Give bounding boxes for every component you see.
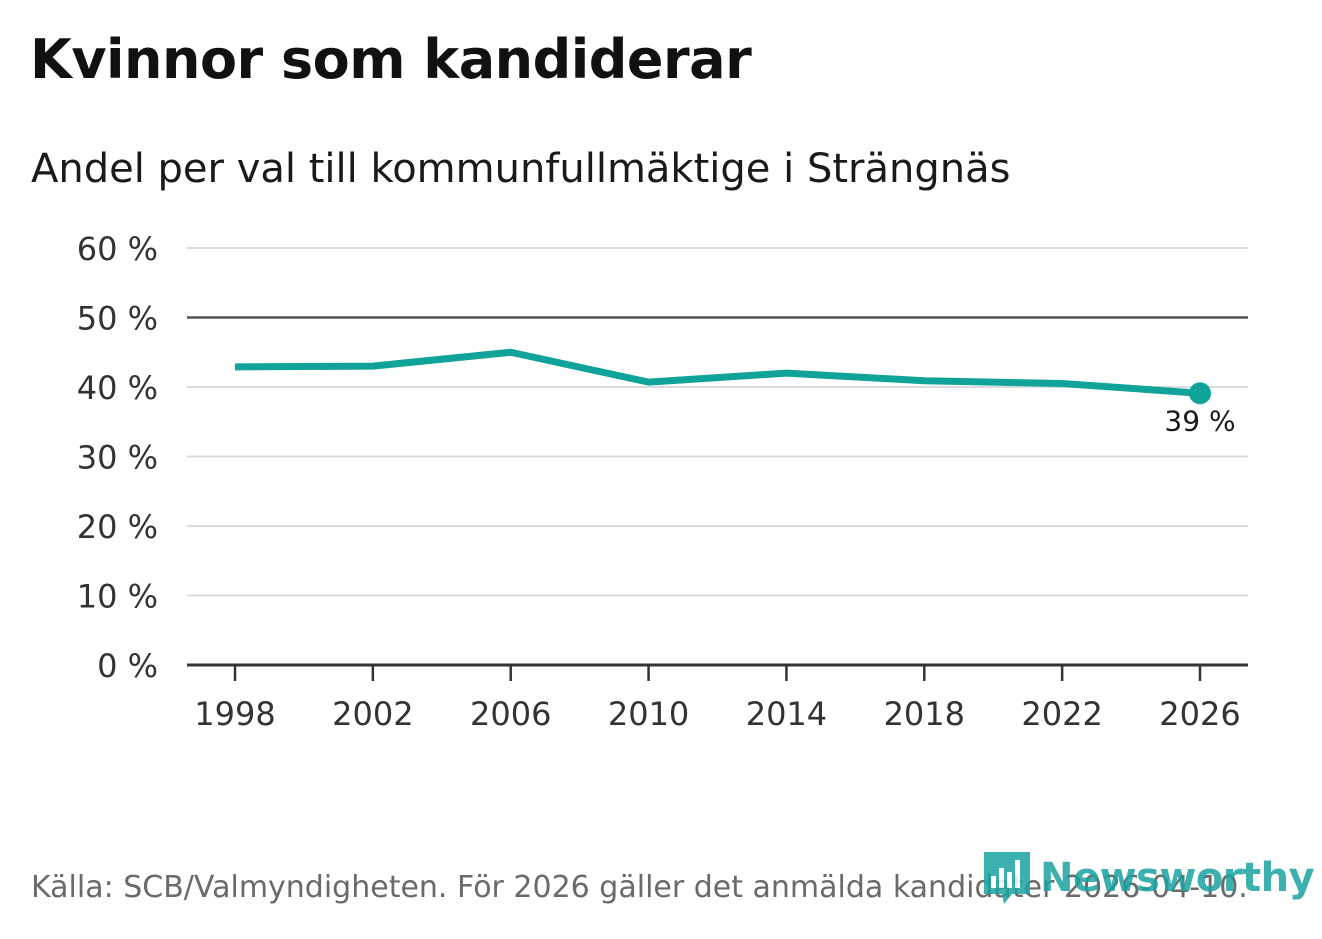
y-tick-label: 50 %: [77, 300, 158, 338]
chart-subtitle: Andel per val till kommunfullmäktige i S…: [31, 146, 1011, 192]
x-tick-label: 1998: [194, 695, 275, 733]
x-tick-label: 2022: [1021, 695, 1102, 733]
chart-title: Kvinnor som kandiderar: [30, 28, 752, 91]
newsworthy-logo[interactable]: Newsworthy: [982, 850, 1315, 906]
y-tick-label: 30 %: [77, 439, 158, 477]
series-layer: 39 %: [234, 348, 1236, 437]
end-value-label: 39 %: [1164, 404, 1235, 437]
y-tick-label: 40 %: [77, 369, 158, 407]
source-note: Källa: SCB/Valmyndigheten. För 2026 gäll…: [31, 870, 1248, 905]
y-tick-label: 0 %: [97, 647, 158, 685]
x-tick-label: 2018: [884, 695, 965, 733]
y-tick-label: 60 %: [77, 230, 158, 268]
y-tick-label: 10 %: [77, 578, 158, 616]
series-line: [234, 348, 1201, 397]
bar-chart-icon: [984, 852, 1030, 904]
x-tick-label: 2014: [746, 695, 827, 733]
end-point-marker: [1189, 382, 1211, 405]
grid-lines: [187, 247, 1248, 597]
y-axis-ticks: 0 % 10 % 20 % 30 % 40 % 50 % 60 %: [77, 230, 158, 685]
x-tick-label: 2026: [1159, 695, 1240, 733]
brand-name: Newsworthy: [1040, 855, 1315, 901]
y-tick-label: 20 %: [77, 508, 158, 546]
x-tick-label: 2010: [608, 695, 689, 733]
x-tick-label: 2006: [470, 695, 551, 733]
x-axis-ticks: 1998 2002 2006 2010 2014 2018 2022 2026: [194, 665, 1241, 733]
x-tick-label: 2002: [332, 695, 413, 733]
